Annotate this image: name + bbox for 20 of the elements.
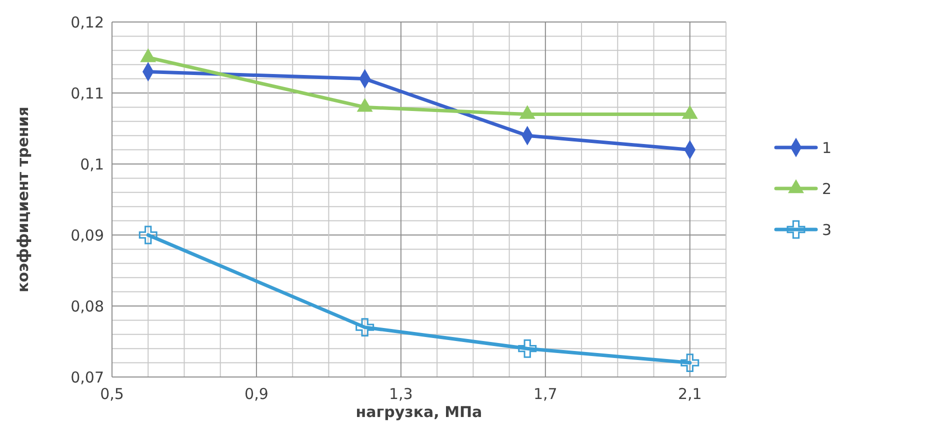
y-tick-label: 0,08 [70, 297, 104, 316]
y-tick-label: 0,12 [70, 13, 104, 32]
x-tick-label: 0,5 [100, 385, 124, 403]
point [356, 318, 374, 337]
y-tick-label: 0,11 [70, 84, 104, 102]
y-tick-label: 0,09 [70, 226, 104, 244]
x-tick-label: 1,3 [389, 385, 413, 403]
point [680, 354, 700, 372]
x-tick-label: 2,1 [678, 385, 702, 403]
y-tick-label: 0,1 [80, 155, 104, 174]
x-tick-label: 1,7 [533, 385, 558, 403]
point [518, 339, 537, 358]
legend-label: 1 [822, 138, 832, 157]
x-tick-label: 0,9 [244, 385, 268, 403]
legend-label: 2 [822, 180, 832, 198]
y-axis-title: коэффициент трения [14, 106, 32, 292]
y-tick-label: 0,07 [70, 368, 104, 386]
legend-label: 3 [822, 220, 832, 239]
x-axis-title: нагрузка, МПа [356, 403, 482, 421]
point [138, 226, 158, 244]
